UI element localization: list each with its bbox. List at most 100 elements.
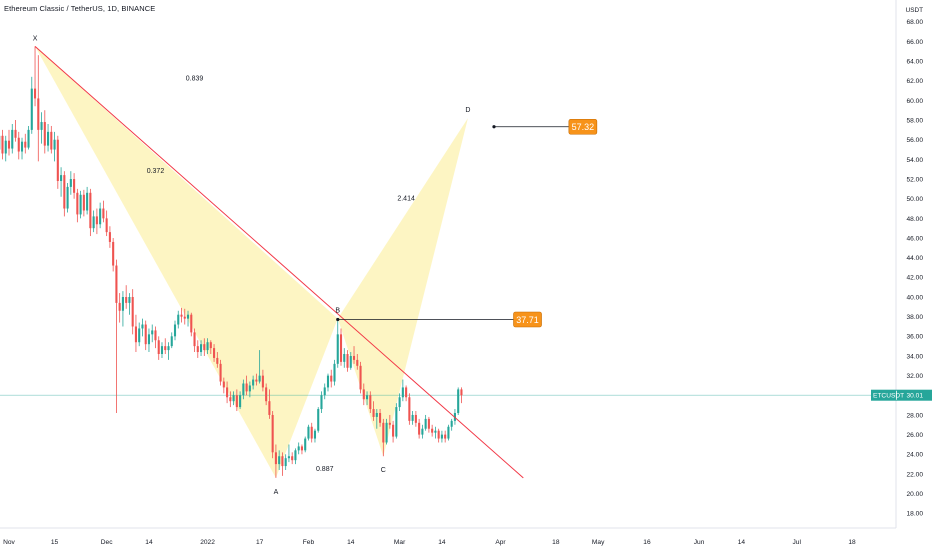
candle[interactable] [307, 425, 309, 441]
candle[interactable] [63, 171, 65, 216]
candle[interactable] [392, 421, 394, 443]
candle[interactable] [412, 411, 414, 425]
candle[interactable] [337, 319, 339, 368]
candle[interactable] [272, 411, 274, 458]
candle[interactable] [27, 126, 29, 150]
candle[interactable] [24, 134, 26, 154]
candle[interactable] [18, 132, 20, 160]
candle[interactable] [320, 391, 322, 413]
candle[interactable] [285, 454, 287, 470]
candle[interactable] [447, 425, 449, 441]
candle[interactable] [438, 429, 440, 443]
candle[interactable] [122, 291, 124, 326]
candle[interactable] [60, 167, 62, 196]
candle[interactable] [70, 171, 72, 195]
candle[interactable] [311, 423, 313, 443]
candle[interactable] [57, 136, 59, 189]
candle[interactable] [457, 387, 459, 415]
candle[interactable] [145, 321, 147, 350]
candle[interactable] [5, 136, 7, 162]
candle[interactable] [21, 138, 23, 160]
candle[interactable] [444, 431, 446, 443]
candle[interactable] [102, 201, 104, 223]
candle[interactable] [177, 311, 179, 329]
candle[interactable] [167, 342, 169, 360]
candle[interactable] [54, 132, 56, 161]
candle[interactable] [399, 393, 401, 411]
candle[interactable] [174, 321, 176, 341]
candle[interactable] [451, 419, 453, 431]
candle[interactable] [8, 130, 10, 156]
candle[interactable] [405, 385, 407, 401]
candle[interactable] [298, 442, 300, 454]
candle[interactable] [86, 187, 88, 215]
candle[interactable] [115, 260, 117, 413]
candle[interactable] [44, 110, 46, 153]
candle[interactable] [14, 120, 16, 142]
candle[interactable] [346, 350, 348, 372]
candle[interactable] [395, 403, 397, 438]
candle[interactable] [128, 293, 130, 315]
candle[interactable] [119, 293, 121, 322]
candle[interactable] [148, 328, 150, 352]
candle[interactable] [83, 190, 85, 217]
candle[interactable] [434, 427, 436, 439]
candle[interactable] [425, 415, 427, 431]
candle[interactable] [154, 326, 156, 348]
candle[interactable] [359, 362, 361, 393]
candle[interactable] [314, 429, 316, 443]
candle[interactable] [106, 210, 108, 236]
candle[interactable] [135, 315, 137, 352]
candle[interactable] [340, 328, 342, 365]
candle[interactable] [141, 319, 143, 337]
candle[interactable] [294, 448, 296, 464]
candle[interactable] [304, 437, 306, 453]
candle[interactable] [41, 112, 43, 143]
candle[interactable] [1, 130, 3, 159]
candle[interactable] [317, 407, 319, 433]
candle[interactable] [76, 189, 78, 222]
candle[interactable] [37, 55, 39, 161]
candle[interactable] [460, 387, 462, 403]
candle[interactable] [138, 323, 140, 347]
candle[interactable] [161, 342, 163, 358]
candle[interactable] [158, 336, 160, 360]
candle[interactable] [50, 126, 52, 154]
candle[interactable] [151, 325, 153, 343]
candle[interactable] [291, 452, 293, 464]
candle[interactable] [288, 444, 290, 462]
candle[interactable] [73, 173, 75, 199]
candle[interactable] [31, 77, 33, 134]
candle[interactable] [333, 360, 335, 386]
candle[interactable] [96, 209, 98, 235]
candle[interactable] [415, 411, 417, 427]
candle[interactable] [132, 289, 134, 334]
candle[interactable] [89, 189, 91, 236]
candle[interactable] [171, 332, 173, 348]
candle[interactable] [418, 419, 420, 439]
candle[interactable] [408, 393, 410, 424]
candle[interactable] [125, 285, 127, 309]
candle[interactable] [99, 203, 101, 229]
candle[interactable] [431, 425, 433, 437]
candle[interactable] [324, 384, 326, 400]
candle[interactable] [197, 340, 199, 358]
candle[interactable] [343, 348, 345, 368]
candle[interactable] [47, 124, 49, 152]
candle[interactable] [421, 425, 423, 439]
candle[interactable] [402, 380, 404, 402]
candle[interactable] [327, 374, 329, 392]
candle[interactable] [67, 183, 69, 212]
candle[interactable] [164, 338, 166, 354]
candle[interactable] [441, 431, 443, 443]
candle[interactable] [34, 46, 36, 106]
candle[interactable] [93, 210, 95, 232]
candle[interactable] [112, 238, 114, 271]
candle[interactable] [11, 124, 13, 153]
candle[interactable] [330, 370, 332, 388]
candle[interactable] [80, 191, 82, 219]
candle[interactable] [109, 226, 111, 248]
candle[interactable] [190, 313, 192, 337]
candle[interactable] [428, 417, 430, 433]
